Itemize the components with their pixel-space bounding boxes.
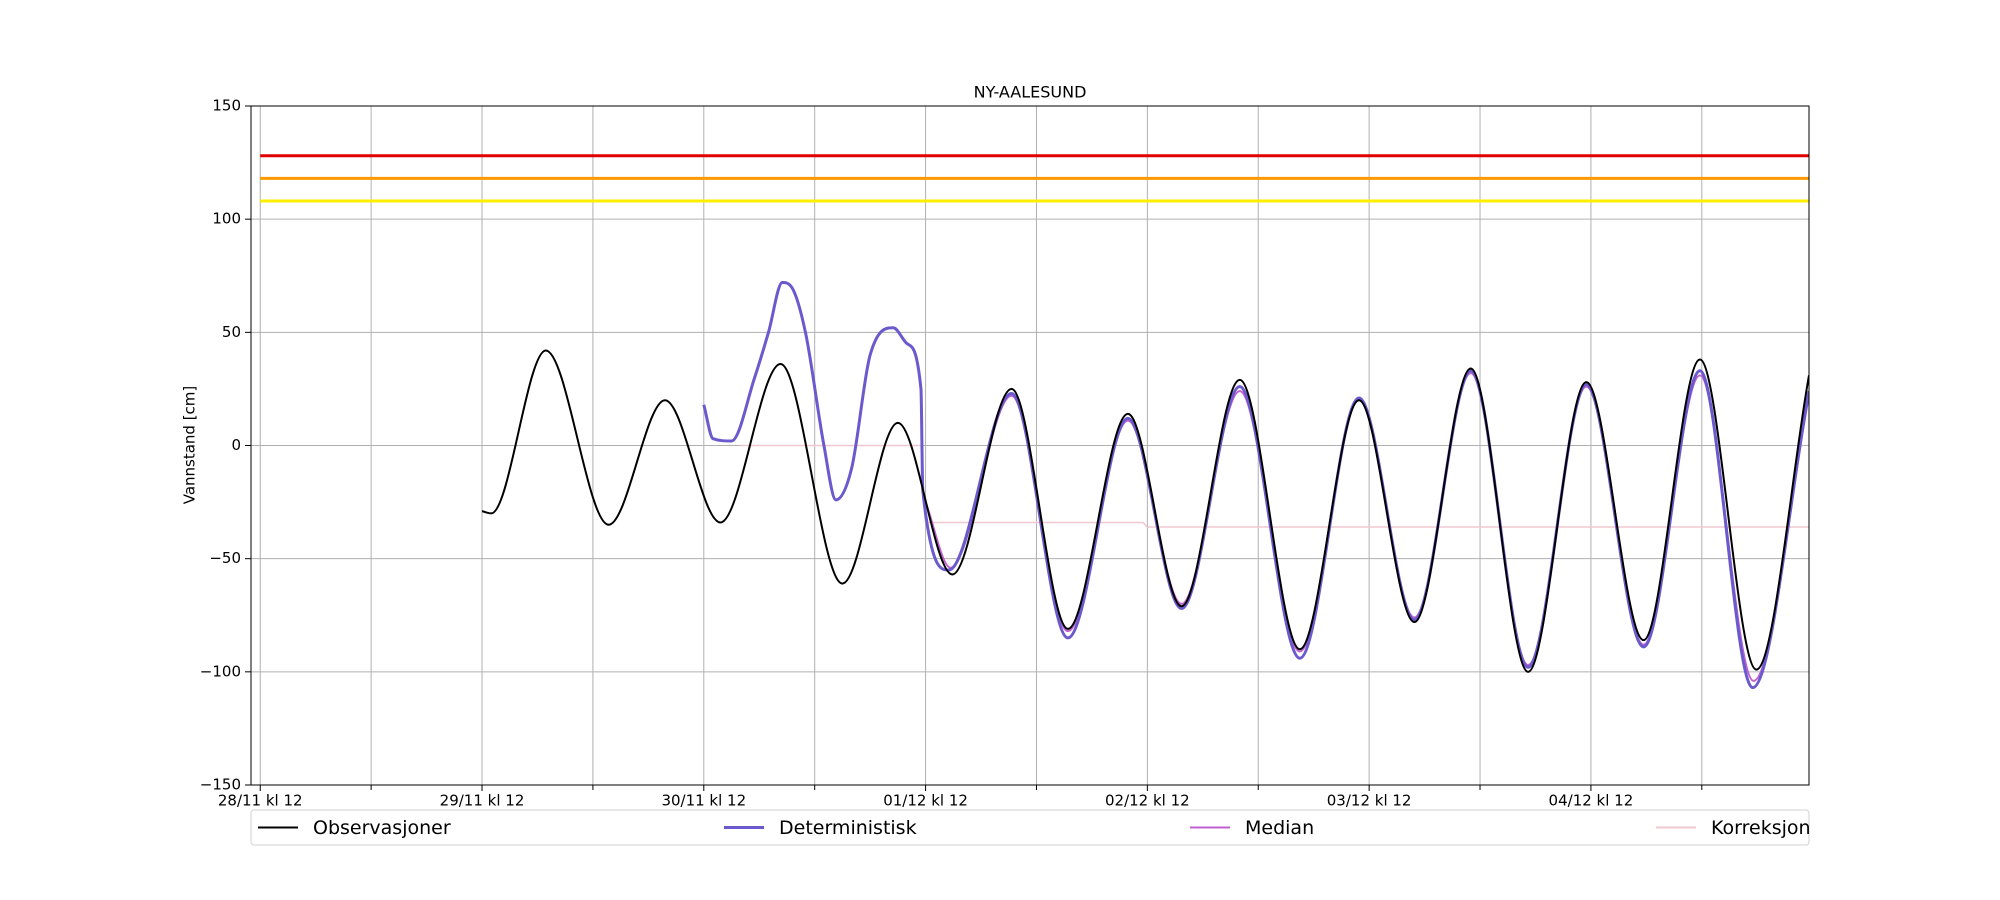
chart-title: NY-AALESUND: [974, 83, 1087, 102]
y-tick-label: 100: [212, 210, 241, 228]
y-tick-label: 50: [222, 323, 241, 341]
x-tick-label: 04/12 kl 12: [1549, 792, 1634, 810]
y-tick-label: 0: [231, 436, 241, 454]
series-line: [481, 349, 1809, 673]
x-tick-label: 01/12 kl 12: [883, 792, 968, 810]
series-line: [702, 281, 1809, 690]
x-tick-label: 29/11 kl 12: [440, 792, 525, 810]
y-tick-label: −150: [200, 776, 241, 794]
x-tick-label: 02/12 kl 12: [1105, 792, 1190, 810]
y-tick-label: −50: [209, 549, 241, 567]
x-tick-label: 30/11 kl 12: [661, 792, 746, 810]
legend-label: Deterministisk: [779, 817, 917, 839]
x-tick-label: 03/12 kl 12: [1327, 792, 1412, 810]
legend-label: Observasjoner: [313, 817, 451, 839]
plot-frame: [250, 105, 1810, 786]
y-axis-label: Vannstand [cm]: [181, 386, 199, 505]
legend-box: [250, 809, 1810, 846]
series-line: [740, 444, 1809, 528]
legend-label: Median: [1245, 817, 1314, 839]
x-tick-label: 28/11 kl 12: [218, 792, 303, 810]
legend-label: Korreksjon: [1711, 817, 1811, 839]
y-tick-label: −100: [200, 662, 241, 680]
y-tick-label: 150: [212, 97, 241, 115]
